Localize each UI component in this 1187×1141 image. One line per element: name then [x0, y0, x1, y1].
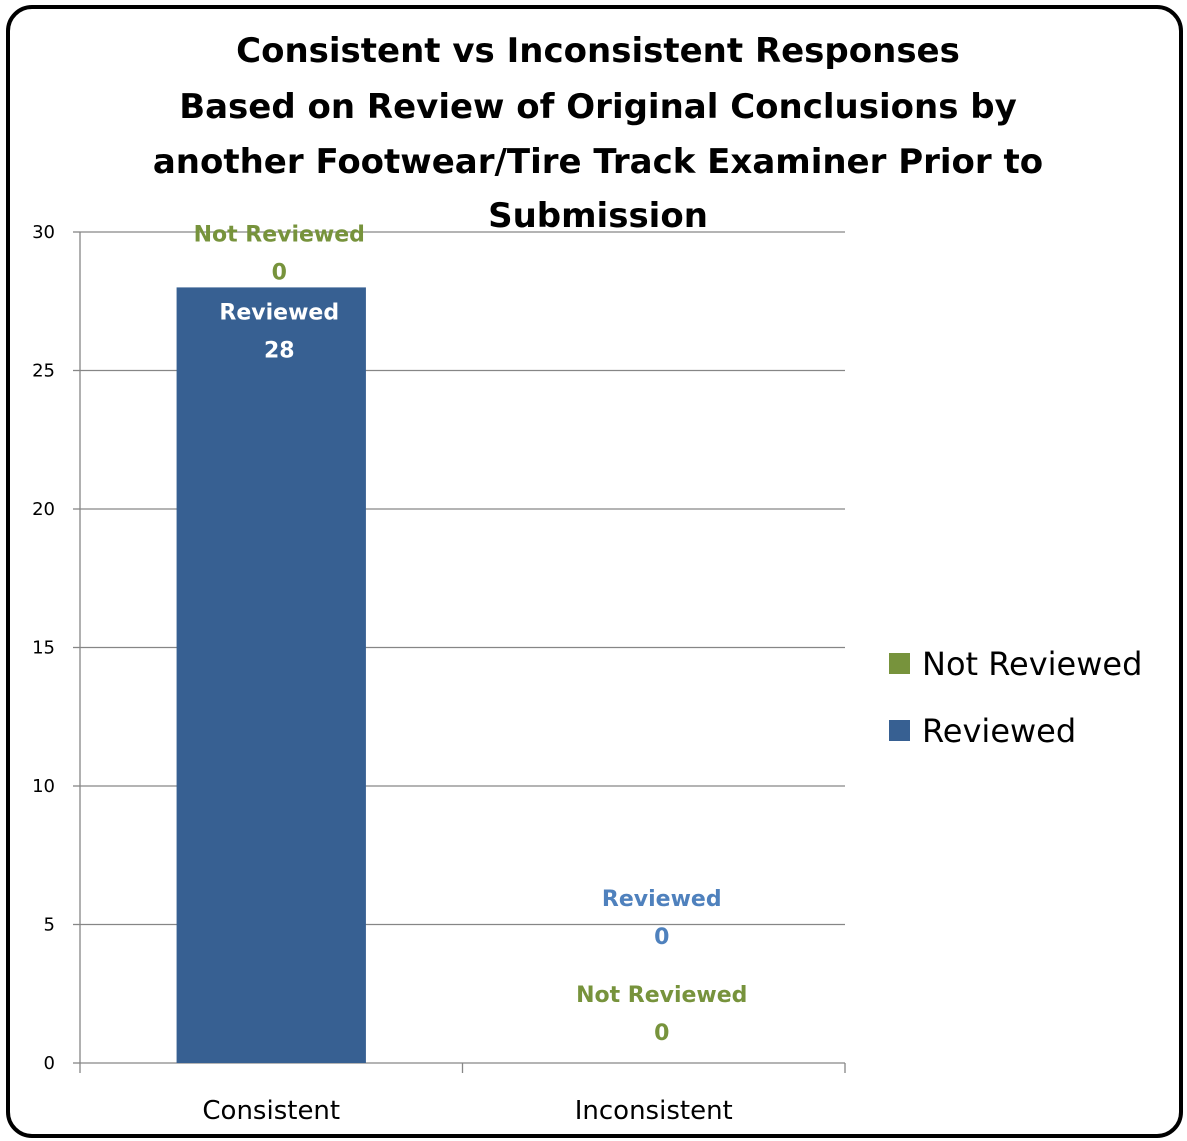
chart-title-line: Submission [488, 196, 708, 236]
x-category-label: Inconsistent [575, 1096, 733, 1126]
chart-title-line: Consistent vs Inconsistent Responses [236, 31, 960, 71]
legend-label: Not Reviewed [922, 645, 1142, 683]
chart-title-line: Based on Review of Original Conclusions … [179, 87, 1017, 127]
legend-label: Reviewed [922, 712, 1076, 750]
data-label: Not Reviewed [576, 983, 747, 1008]
chart-title-line: another Footwear/Tire Track Examiner Pri… [153, 142, 1043, 182]
data-label: 0 [654, 925, 669, 950]
legend-swatch [889, 720, 910, 741]
data-label: 28 [264, 338, 295, 363]
y-tick-label: 30 [32, 222, 55, 243]
data-label: Not Reviewed [194, 222, 365, 247]
data-label: Reviewed [602, 887, 722, 912]
y-tick-label: 25 [32, 361, 55, 382]
data-label: Reviewed [219, 300, 339, 325]
y-tick-label: 15 [32, 638, 55, 659]
x-category-label: Consistent [202, 1096, 340, 1126]
y-tick-label: 0 [44, 1053, 55, 1074]
data-label: 0 [272, 260, 287, 285]
data-label: 0 [654, 1021, 669, 1046]
y-tick-label: 10 [32, 776, 55, 797]
y-tick-label: 5 [44, 915, 55, 936]
legend-swatch [889, 653, 910, 674]
bar [176, 287, 366, 1063]
y-tick-label: 20 [32, 499, 55, 520]
